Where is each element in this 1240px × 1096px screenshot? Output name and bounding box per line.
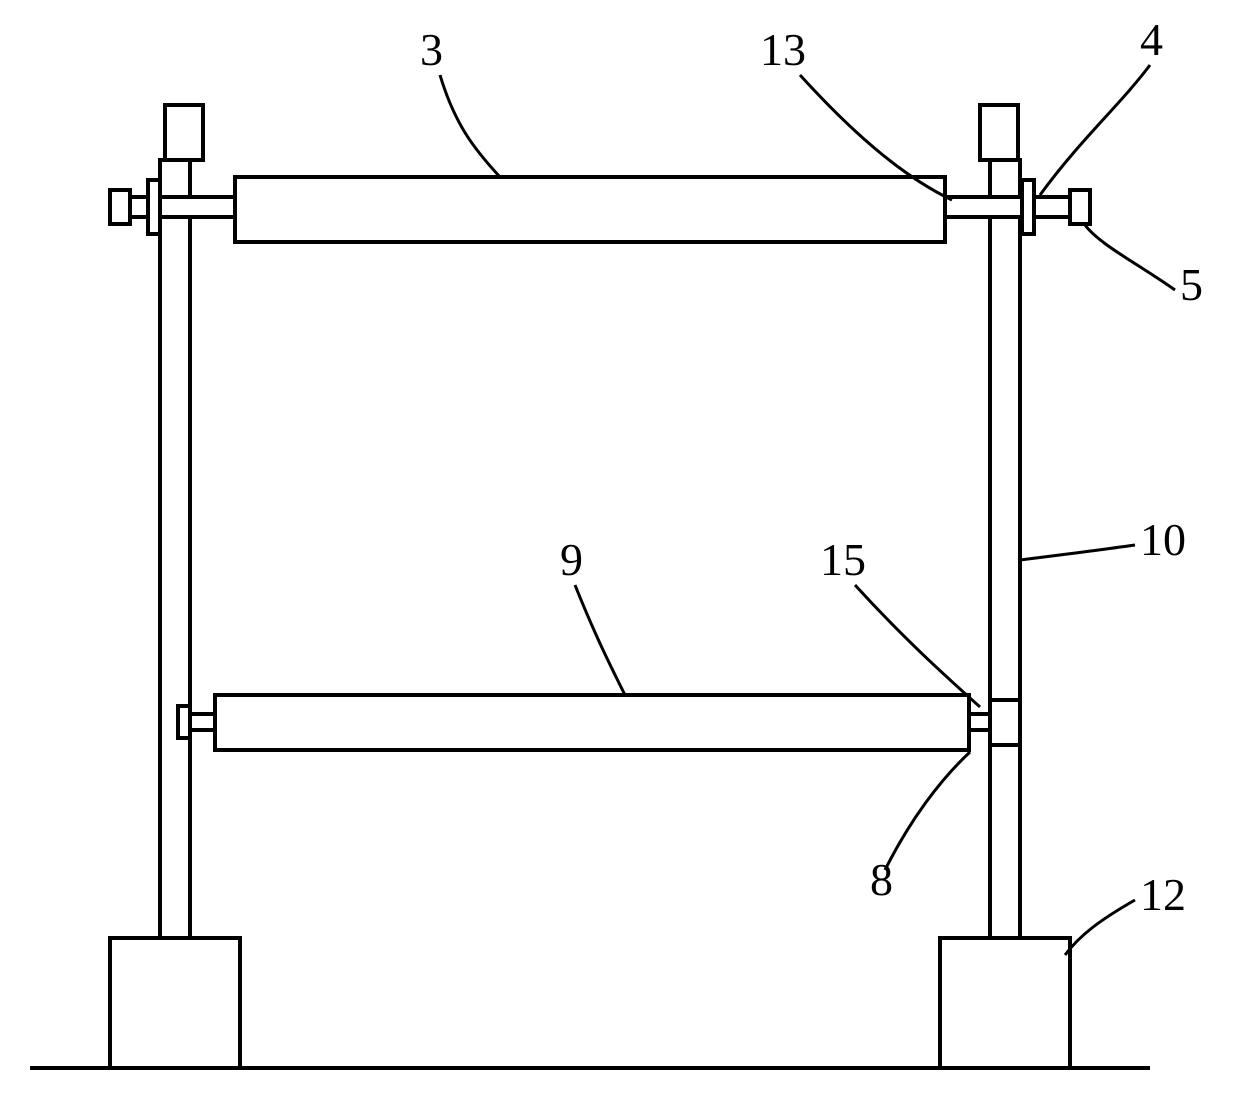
leader-8 bbox=[885, 752, 970, 870]
label-4: 4 bbox=[1140, 14, 1163, 65]
post-top-cap-1 bbox=[980, 105, 1018, 160]
lower-roller-shaft-1 bbox=[969, 714, 990, 730]
upper-roller-shaft-1 bbox=[945, 197, 1070, 217]
label-10: 10 bbox=[1140, 514, 1186, 565]
upper-roller-shaft-0 bbox=[130, 197, 235, 217]
label-15: 15 bbox=[820, 534, 866, 585]
upper-roller-bracket-1 bbox=[1022, 180, 1034, 234]
lower-roller-shaft-0 bbox=[190, 714, 215, 730]
leader-4 bbox=[1040, 65, 1150, 195]
lower-roller-body bbox=[215, 695, 969, 750]
label-3: 3 bbox=[420, 24, 443, 75]
upper-roller-nut-1 bbox=[1070, 190, 1090, 224]
leader-3 bbox=[440, 75, 500, 177]
base-block-0 bbox=[110, 938, 240, 1068]
lower-roller-cap-0 bbox=[178, 706, 190, 738]
leader-10 bbox=[1020, 545, 1135, 560]
upper-roller-bracket-0 bbox=[148, 180, 160, 234]
leader-5 bbox=[1085, 225, 1175, 290]
post-left bbox=[160, 160, 190, 938]
post-top-cap-0 bbox=[165, 105, 203, 160]
leader-12 bbox=[1065, 900, 1135, 955]
label-8: 8 bbox=[870, 854, 893, 905]
label-9: 9 bbox=[560, 534, 583, 585]
base-block-1 bbox=[940, 938, 1070, 1068]
upper-roller-body bbox=[235, 177, 945, 242]
leader-15 bbox=[855, 585, 980, 707]
post-right bbox=[990, 160, 1020, 938]
label-12: 12 bbox=[1140, 869, 1186, 920]
leader-9 bbox=[575, 585, 625, 695]
lower-roller-side-block bbox=[990, 700, 1020, 745]
label-5: 5 bbox=[1180, 259, 1203, 310]
label-13: 13 bbox=[760, 24, 806, 75]
upper-roller-nut-0 bbox=[110, 190, 130, 224]
